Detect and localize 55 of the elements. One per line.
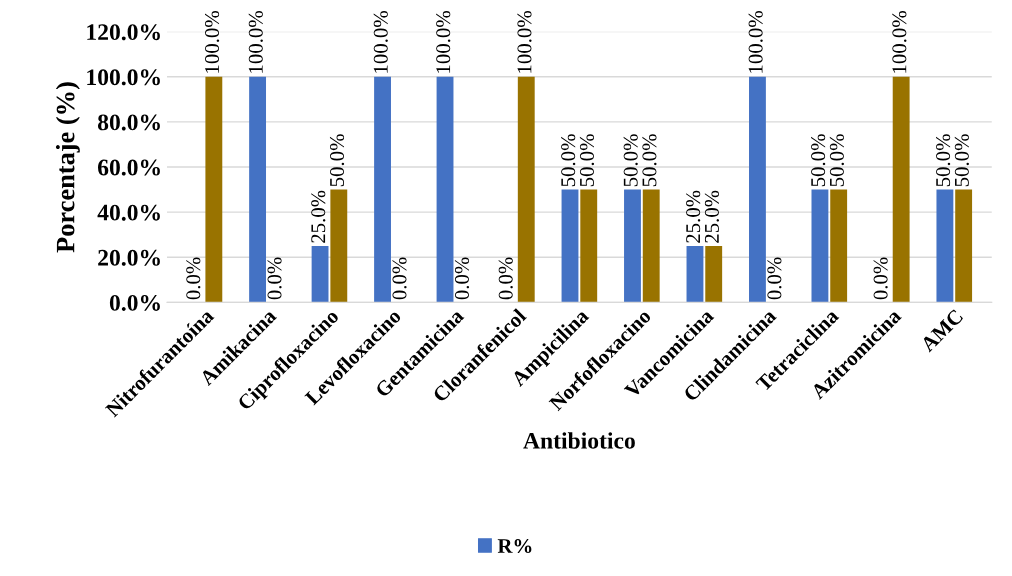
data-label: 25.0% [686, 190, 701, 243]
data-label: 100.0% [373, 11, 388, 73]
bar [749, 76, 766, 303]
data-label: 50.0% [829, 134, 844, 187]
data-label: 50.0% [579, 134, 595, 187]
y-tick-label: 0.0% [109, 294, 160, 311]
bar [249, 76, 267, 303]
bar [624, 189, 641, 303]
data-label: 0.0% [498, 257, 513, 300]
data-label: 50.0% [623, 134, 638, 187]
y-axis-title: Porcentaje (%) [55, 82, 80, 253]
data-label: 100.0% [248, 11, 263, 73]
data-label: 50.0% [936, 134, 951, 187]
data-label: 50.0% [561, 134, 576, 187]
data-label: 50.0% [642, 134, 657, 187]
y-tick-label: 20.0% [98, 249, 160, 266]
y-tick-label: 40.0% [97, 204, 160, 221]
data-label: 100.0% [748, 11, 763, 73]
data-label: 25.0% [311, 190, 326, 243]
bar [830, 189, 848, 303]
x-axis-title: Antibiotico [523, 432, 635, 449]
bar [892, 76, 910, 303]
bar [811, 189, 829, 303]
data-label: 100.0% [517, 11, 532, 73]
data-label: 50.0% [329, 134, 345, 187]
bar [205, 76, 223, 303]
bar [642, 189, 660, 303]
bar [311, 246, 329, 303]
data-label: 100.0% [892, 11, 907, 73]
data-label: 50.0% [954, 134, 969, 187]
data-label: 0.0% [454, 257, 470, 300]
data-label: 25.0% [704, 190, 720, 243]
bar [955, 189, 973, 303]
bar [580, 189, 598, 303]
bar [330, 189, 348, 303]
data-label: 50.0% [811, 134, 826, 187]
data-label: 0.0% [267, 257, 282, 300]
bar [686, 246, 704, 303]
data-label: 0.0% [392, 257, 407, 300]
bar [561, 189, 579, 303]
data-label: 0.0% [186, 257, 201, 300]
data-label: 100.0% [205, 11, 220, 73]
data-label: 100.0% [436, 11, 451, 73]
bar [436, 76, 454, 303]
bar [936, 189, 954, 303]
y-tick-label: 60.0% [98, 159, 160, 176]
bar [705, 246, 723, 303]
bar [517, 76, 535, 303]
y-tick-label: 100.0% [87, 69, 160, 86]
legend-label: R% [497, 538, 532, 554]
data-label: 0.0% [767, 257, 782, 300]
data-label: 0.0% [873, 257, 888, 300]
bar [374, 76, 391, 303]
y-tick-label: 80.0% [97, 114, 160, 131]
y-tick-label: 120.0% [87, 24, 160, 41]
